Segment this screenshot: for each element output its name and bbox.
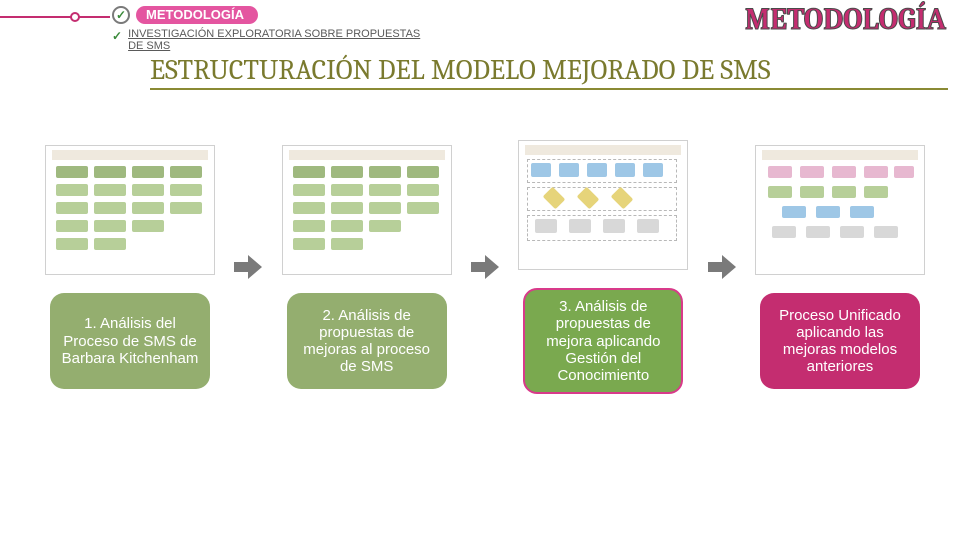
step-caption-2: 2. Análisis de propuestas de mejoras al … xyxy=(287,293,447,389)
check-icon: ✓ xyxy=(112,29,122,43)
process-step-1: 1. Análisis del Proceso de SMS de Barbar… xyxy=(30,145,230,389)
thumbnail-green_boxes xyxy=(282,145,452,275)
breadcrumb-1: ✓ METODOLOGÍA xyxy=(112,6,258,24)
check-icon: ✓ xyxy=(116,8,126,22)
breadcrumb-2-label: INVESTIGACIÓN EXPLORATORIA SOBRE PROPUES… xyxy=(128,28,438,52)
top-ornament xyxy=(0,10,120,24)
ornament-dot xyxy=(70,12,80,22)
step-caption-3: 3. Análisis de propuestas de mejora apli… xyxy=(523,288,683,394)
step-caption-4: Proceso Unificado aplicando las mejoras … xyxy=(760,293,920,389)
process-step-4: Proceso Unificado aplicando las mejoras … xyxy=(740,145,940,389)
breadcrumb-1-label: METODOLOGÍA xyxy=(136,6,258,24)
ornament-line xyxy=(0,16,110,18)
arrow-right-icon xyxy=(231,252,265,282)
page-watermark-title: METODOLOGÍA xyxy=(745,2,946,37)
thumbnail-mixed_diagram xyxy=(755,145,925,275)
step-caption-1: 1. Análisis del Proceso de SMS de Barbar… xyxy=(50,293,210,389)
thumbnail-flow_chart xyxy=(518,140,688,270)
check-circle-icon: ✓ xyxy=(112,6,130,24)
thumbnail-green_boxes xyxy=(45,145,215,275)
arrow-right-icon xyxy=(705,252,739,282)
process-step-2: 2. Análisis de propuestas de mejoras al … xyxy=(267,145,467,389)
section-title: ESTRUCTURACIÓN DEL MODELO MEJORADO DE SM… xyxy=(150,54,948,90)
process-row: 1. Análisis del Proceso de SMS de Barbar… xyxy=(30,140,940,394)
breadcrumb-2: ✓ INVESTIGACIÓN EXPLORATORIA SOBRE PROPU… xyxy=(112,28,438,52)
arrow-right-icon xyxy=(468,252,502,282)
process-step-3: 3. Análisis de propuestas de mejora apli… xyxy=(503,140,703,394)
